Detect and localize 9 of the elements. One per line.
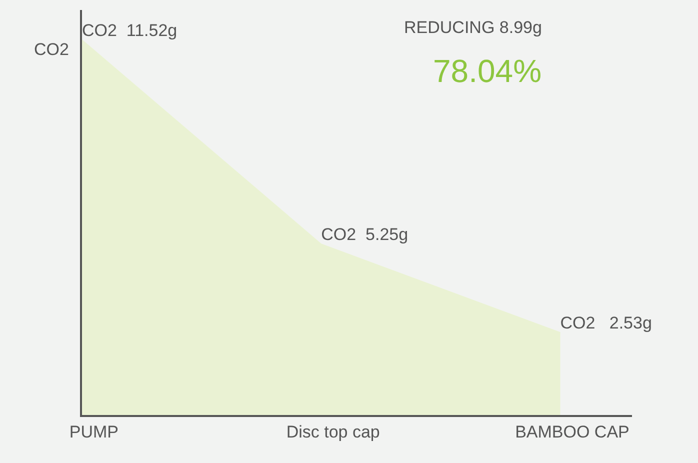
data-label: CO2 2.53g (560, 313, 652, 332)
x-tick-label: PUMP (69, 422, 119, 442)
text: REDUCING 8.99g (404, 18, 542, 37)
data-label: CO2 5.25g (321, 224, 408, 244)
data-label: CO2 11.52g (82, 20, 178, 40)
x-tick-label: Disc top cap (286, 422, 380, 442)
y-axis-title: CO2 (34, 40, 69, 59)
x-tick-label: BAMBOO CAP (515, 422, 630, 442)
annotation: 78.04% (433, 53, 542, 89)
